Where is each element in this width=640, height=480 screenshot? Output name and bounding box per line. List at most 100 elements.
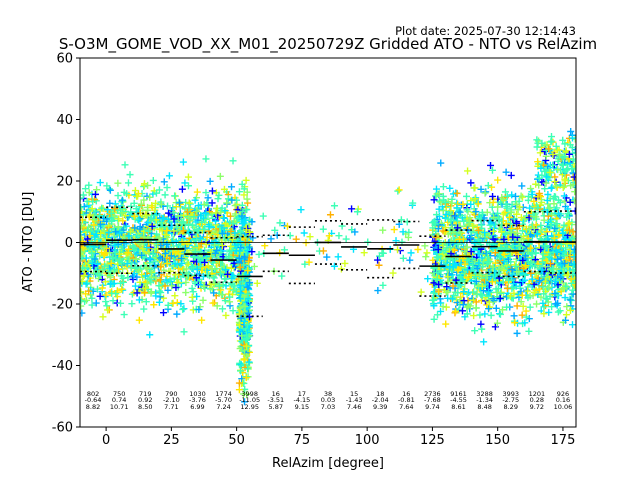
scatter-point: [509, 242, 517, 250]
scatter-point: [80, 248, 85, 256]
scatter-point: [228, 183, 236, 191]
scatter-point: [556, 273, 564, 281]
scatter-point: [473, 264, 481, 272]
scatter-point: [493, 288, 501, 296]
scatter-point: [568, 143, 576, 151]
scatter-point: [172, 271, 180, 279]
scatter-point: [503, 192, 511, 200]
scatter-point: [108, 253, 116, 261]
bin-stat-mean: -2.75: [502, 396, 519, 404]
bin-stat-mean: -0.81: [398, 396, 415, 404]
scatter-point: [110, 267, 118, 275]
scatter-point: [545, 204, 553, 212]
scatter-point: [155, 282, 163, 290]
scatter-point: [531, 226, 539, 234]
scatter-point: [379, 281, 387, 289]
bin-stat-std: 9.15: [295, 403, 309, 411]
scatter-point: [193, 266, 201, 274]
scatter-point: [464, 167, 472, 175]
scatter-point: [538, 139, 546, 147]
scatter-point: [533, 143, 541, 151]
scatter-point: [101, 249, 109, 257]
scatter-point: [202, 255, 210, 263]
scatter-point: [231, 202, 239, 210]
scatter-point: [218, 204, 226, 212]
scatter-point: [217, 291, 225, 299]
scatter-point: [463, 243, 471, 251]
y-tick-label: -60: [52, 421, 73, 436]
scatter-point: [467, 248, 475, 256]
scatter-point: [540, 216, 548, 224]
scatter-point: [236, 328, 244, 336]
scatter-point: [240, 219, 248, 227]
scatter-point: [153, 230, 161, 238]
scatter-point: [93, 269, 101, 277]
scatter-point: [549, 151, 557, 159]
bin-stat-std: 9.72: [530, 403, 544, 411]
scatter-point: [209, 299, 217, 307]
scatter-point: [101, 262, 109, 270]
scatter-point: [564, 220, 572, 228]
y-axis: -60 -40 -20 0 20 40 60: [52, 52, 80, 436]
scatter-point: [229, 307, 237, 315]
scatter-point: [216, 270, 224, 278]
plot-area: 802-0.648.827500.7410.717190.928.50790-2…: [79, 57, 577, 428]
scatter-point: [187, 264, 195, 272]
scatter-point: [319, 247, 327, 255]
scatter-point: [96, 252, 104, 260]
x-tick-label: 50: [228, 433, 245, 448]
scatter-point: [493, 319, 501, 327]
scatter-point: [450, 260, 458, 268]
scatter-point: [220, 185, 228, 193]
scatter-point: [182, 289, 190, 297]
scatter-point: [237, 367, 245, 375]
scatter-point: [564, 263, 572, 271]
scatter-point: [261, 242, 269, 250]
scatter-point: [238, 212, 246, 220]
scatter-point: [165, 172, 173, 180]
scatter-point: [227, 264, 235, 272]
scatter-point: [556, 199, 564, 207]
scatter-point: [482, 250, 490, 258]
scatter-point: [107, 280, 115, 288]
scatter-point: [248, 248, 256, 256]
scatter-point: [179, 227, 187, 235]
scatter-point: [472, 304, 480, 312]
scatter-point: [522, 262, 530, 270]
scatter-point: [399, 254, 407, 262]
scatter-point: [570, 253, 576, 261]
scatter-point: [160, 294, 168, 302]
scatter-point: [430, 315, 438, 323]
scatter-point: [179, 305, 187, 313]
scatter-point: [162, 276, 170, 284]
scatter-point: [101, 213, 109, 221]
scatter-point: [375, 261, 383, 269]
scatter-point: [140, 196, 148, 204]
bin-stat-n: 18: [376, 390, 384, 398]
scatter-point: [212, 209, 220, 217]
scatter-point: [118, 204, 126, 212]
scatter-point: [492, 304, 500, 312]
scatter-point: [93, 285, 101, 293]
scatter-point: [198, 218, 206, 226]
scatter-point: [297, 206, 305, 214]
bin-stat-n: 16: [272, 390, 280, 398]
scatter-point: [243, 195, 251, 203]
bin-stat-mean: -1.43: [346, 396, 363, 404]
scatter-point: [526, 204, 534, 212]
scatter-point: [566, 306, 574, 314]
scatter-point: [472, 208, 480, 216]
scatter-point: [424, 275, 432, 283]
scatter-point: [91, 190, 99, 198]
bin-stat-std: 6.99: [190, 403, 204, 411]
scatter-point: [227, 242, 235, 250]
scatter-point: [478, 263, 486, 271]
bin-stat-n: 802: [87, 390, 99, 398]
scatter-point: [489, 198, 497, 206]
scatter-point: [152, 292, 160, 300]
scatter-point: [113, 287, 121, 295]
scatter-point: [326, 211, 334, 219]
scatter-point: [431, 217, 439, 225]
scatter-point: [441, 264, 449, 272]
scatter-point: [453, 217, 461, 225]
